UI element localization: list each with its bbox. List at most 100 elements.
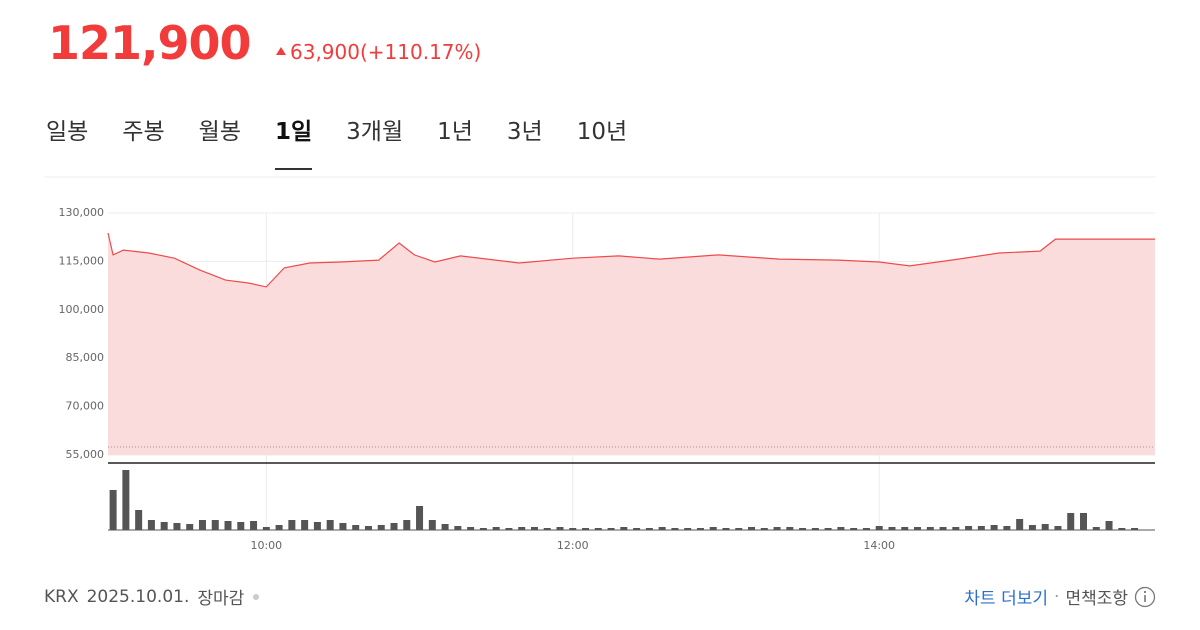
volume-bar (275, 525, 283, 530)
volume-bar (467, 527, 475, 530)
status: 장마감 (197, 589, 245, 609)
disclaimer-link[interactable]: 면책조항 (1065, 589, 1128, 609)
x-tick-label: 14:00 (863, 539, 895, 552)
volume-bar (760, 528, 768, 530)
volume-bar (990, 525, 998, 530)
price: 121,900 (48, 16, 252, 70)
volume-bar (1118, 528, 1126, 530)
period-tab[interactable]: 1년 (437, 119, 473, 145)
period-tab[interactable]: 주봉 (122, 119, 165, 145)
volume-bar (416, 506, 424, 530)
info-icon[interactable] (1134, 586, 1156, 608)
volume-bar (288, 520, 296, 530)
volume-bar (633, 528, 641, 530)
volume-bar (582, 528, 590, 530)
price-change: 63,900(+110.17%) (290, 40, 482, 64)
volume-bar (811, 528, 819, 530)
volume-bar (109, 490, 117, 530)
footer-links: 차트 더보기 · 면책조항 (964, 584, 1156, 609)
volume-bar (645, 528, 653, 530)
volume-bar (594, 528, 602, 530)
volume-bar (198, 520, 206, 530)
period-tab[interactable]: 3년 (506, 119, 543, 145)
volume-bar (1016, 519, 1024, 530)
volume-bar (377, 525, 385, 530)
volume-bar (926, 527, 934, 530)
volume-bar (326, 520, 334, 530)
volume-bar (939, 527, 947, 530)
volume-bar (364, 526, 372, 530)
volume-bar (211, 520, 219, 530)
status-dot (253, 593, 260, 600)
volume-bar (671, 528, 679, 530)
up-arrow (276, 47, 286, 55)
volume-bar (1105, 521, 1113, 530)
volume-bar (773, 527, 781, 530)
volume-bar (390, 523, 398, 530)
volume-bar (237, 522, 245, 530)
volume-bar (173, 523, 181, 530)
volume-bar (492, 527, 500, 530)
volume-bar (1003, 526, 1011, 530)
footer-info: KRX 2025.10.01. 장마감 (44, 584, 260, 609)
y-tick-label: 100,000 (59, 303, 105, 316)
volume-bar (186, 524, 194, 530)
volume-bar (224, 521, 232, 530)
volume-bar (914, 527, 922, 530)
period-tab[interactable]: 10년 (576, 119, 628, 145)
x-tick-label: 12:00 (557, 539, 589, 552)
y-tick-label: 130,000 (59, 206, 105, 219)
y-tick-label: 55,000 (66, 448, 105, 461)
volume-bar (607, 528, 615, 530)
volume-bar (339, 523, 347, 530)
volume-bar (352, 525, 360, 530)
period-tab[interactable]: 일봉 (46, 119, 89, 145)
volume-bar (160, 522, 168, 530)
volume-bar (735, 528, 743, 530)
volume-bar (403, 520, 411, 530)
volume-bar (1079, 513, 1087, 530)
volume-bar (428, 520, 436, 530)
period-tabs: 일봉 주봉 월봉 1일 3개월 1년 3년 10년 (46, 112, 627, 170)
volume-bar (888, 527, 896, 530)
volume-bar (1092, 527, 1100, 530)
x-tick-label: 10:00 (250, 539, 282, 552)
volume-bar (313, 522, 321, 530)
volume-bar (530, 527, 538, 530)
volume-bar (837, 527, 845, 530)
volume-bar (875, 526, 883, 530)
volume-bar (454, 526, 462, 530)
volume-bar (147, 520, 155, 530)
period-tab[interactable]: 1일 (274, 112, 313, 170)
volume-bar (569, 528, 577, 530)
exchange: KRX (44, 586, 79, 607)
more-chart-link[interactable]: 차트 더보기 (964, 589, 1049, 609)
price-line (107, 232, 1155, 288)
volume-bar (977, 526, 985, 530)
volume-bar (799, 528, 807, 530)
volume-bar (543, 528, 551, 530)
y-tick-label: 115,000 (59, 254, 105, 267)
volume-bar (952, 527, 960, 530)
volume-bar (722, 528, 730, 530)
period-tab[interactable]: 월봉 (198, 119, 241, 145)
volume-bar (824, 528, 832, 530)
volume-bar (518, 527, 526, 530)
volume-bar (556, 527, 564, 530)
volume-bar (1028, 525, 1036, 530)
y-tick-label: 70,000 (66, 400, 105, 413)
chart: 55,000 70,000 85,000 100,000 115,000 130,000 1… (44, 176, 1156, 552)
period-tab[interactable]: 3개월 (346, 119, 404, 145)
volume-bar (965, 526, 973, 530)
volume-bar (696, 528, 704, 530)
volume-bar (850, 528, 858, 530)
volume-bar (748, 527, 756, 530)
volume-bar (862, 528, 870, 530)
volume-bar (479, 528, 487, 530)
volume-bar (786, 527, 794, 530)
volume-bar (122, 470, 130, 530)
volume-bar (658, 527, 666, 530)
date: 2025.10.01. (86, 586, 190, 607)
volume-bar (901, 527, 909, 530)
